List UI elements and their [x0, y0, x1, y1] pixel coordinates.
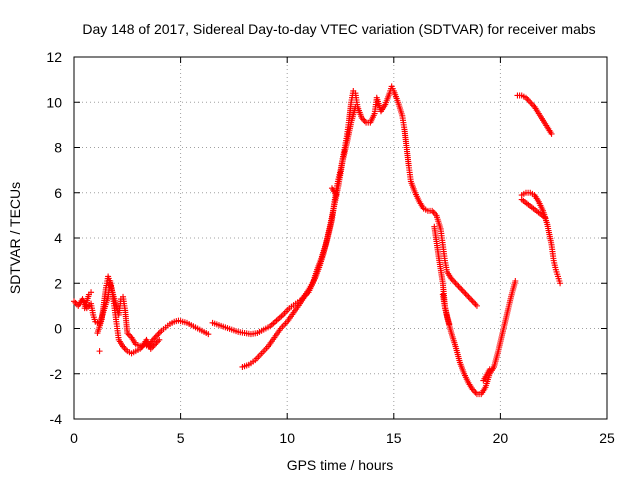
data-point [548, 130, 555, 137]
y-tick-label: 2 [54, 275, 62, 291]
x-tick-labels: 0 5 10 15 20 25 [70, 430, 615, 446]
x-tick-label: 10 [279, 430, 295, 446]
data-point [96, 348, 103, 355]
y-tick-label: 8 [54, 140, 62, 156]
y-tick-labels: -4 -2 0 2 4 6 8 10 12 [46, 49, 62, 427]
data-point [455, 283, 462, 290]
data-series [81, 273, 163, 355]
data-point [463, 292, 470, 299]
data-point [486, 366, 493, 373]
data-point [451, 278, 458, 285]
data-point [525, 97, 532, 104]
data-point [361, 118, 368, 125]
grid-lines [74, 57, 607, 419]
data-point [472, 389, 479, 396]
x-axis-label: GPS time / hours [287, 457, 394, 473]
data-point [461, 289, 468, 296]
y-tick-label: 4 [54, 230, 62, 246]
y-tick-label: -2 [50, 366, 63, 382]
data-point [542, 214, 549, 221]
y-tick-label: 12 [46, 49, 62, 65]
data-point [527, 99, 534, 106]
data-point [465, 293, 472, 300]
y-tick-label: 0 [54, 321, 62, 337]
data-series [239, 103, 359, 370]
data-point [88, 289, 95, 296]
data-point [156, 329, 163, 336]
data-point [459, 287, 466, 294]
data-point [205, 331, 212, 338]
data-point [468, 296, 475, 303]
data-point [452, 280, 459, 287]
data-point [469, 298, 476, 305]
x-tick-label: 20 [493, 430, 509, 446]
data-point [430, 209, 437, 216]
y-tick-label: -4 [50, 411, 63, 427]
data-point [456, 284, 463, 291]
y-axis-label: SDTVAR / TECUs [7, 182, 23, 294]
data-point [557, 280, 564, 287]
data-point [471, 299, 478, 306]
data-point [352, 103, 359, 110]
data-series [518, 189, 564, 287]
y-tick-label: 10 [46, 94, 62, 110]
data-point [462, 290, 469, 297]
data-point [472, 301, 479, 308]
data-point [466, 295, 473, 302]
x-tick-label: 15 [386, 430, 402, 446]
data-point [528, 100, 535, 107]
data-point [333, 192, 340, 199]
data-points [71, 83, 564, 398]
data-point [454, 281, 461, 288]
x-tick-label: 0 [70, 430, 78, 446]
data-point [473, 302, 480, 309]
y-tick-label: 6 [54, 185, 62, 201]
x-tick-label: 25 [599, 430, 615, 446]
data-point [71, 298, 77, 305]
data-series [209, 83, 480, 338]
plot-frame [73, 56, 608, 420]
data-series [431, 223, 519, 398]
x-tick-label: 5 [177, 430, 185, 446]
data-point [155, 330, 162, 337]
data-point [512, 277, 519, 284]
data-point [156, 336, 163, 343]
data-series [514, 92, 555, 137]
data-point [458, 286, 465, 293]
axis-ticks [73, 56, 608, 420]
data-point [446, 320, 453, 327]
chart-title: Day 148 of 2017, Sidereal Day-to-day VTE… [82, 21, 595, 37]
